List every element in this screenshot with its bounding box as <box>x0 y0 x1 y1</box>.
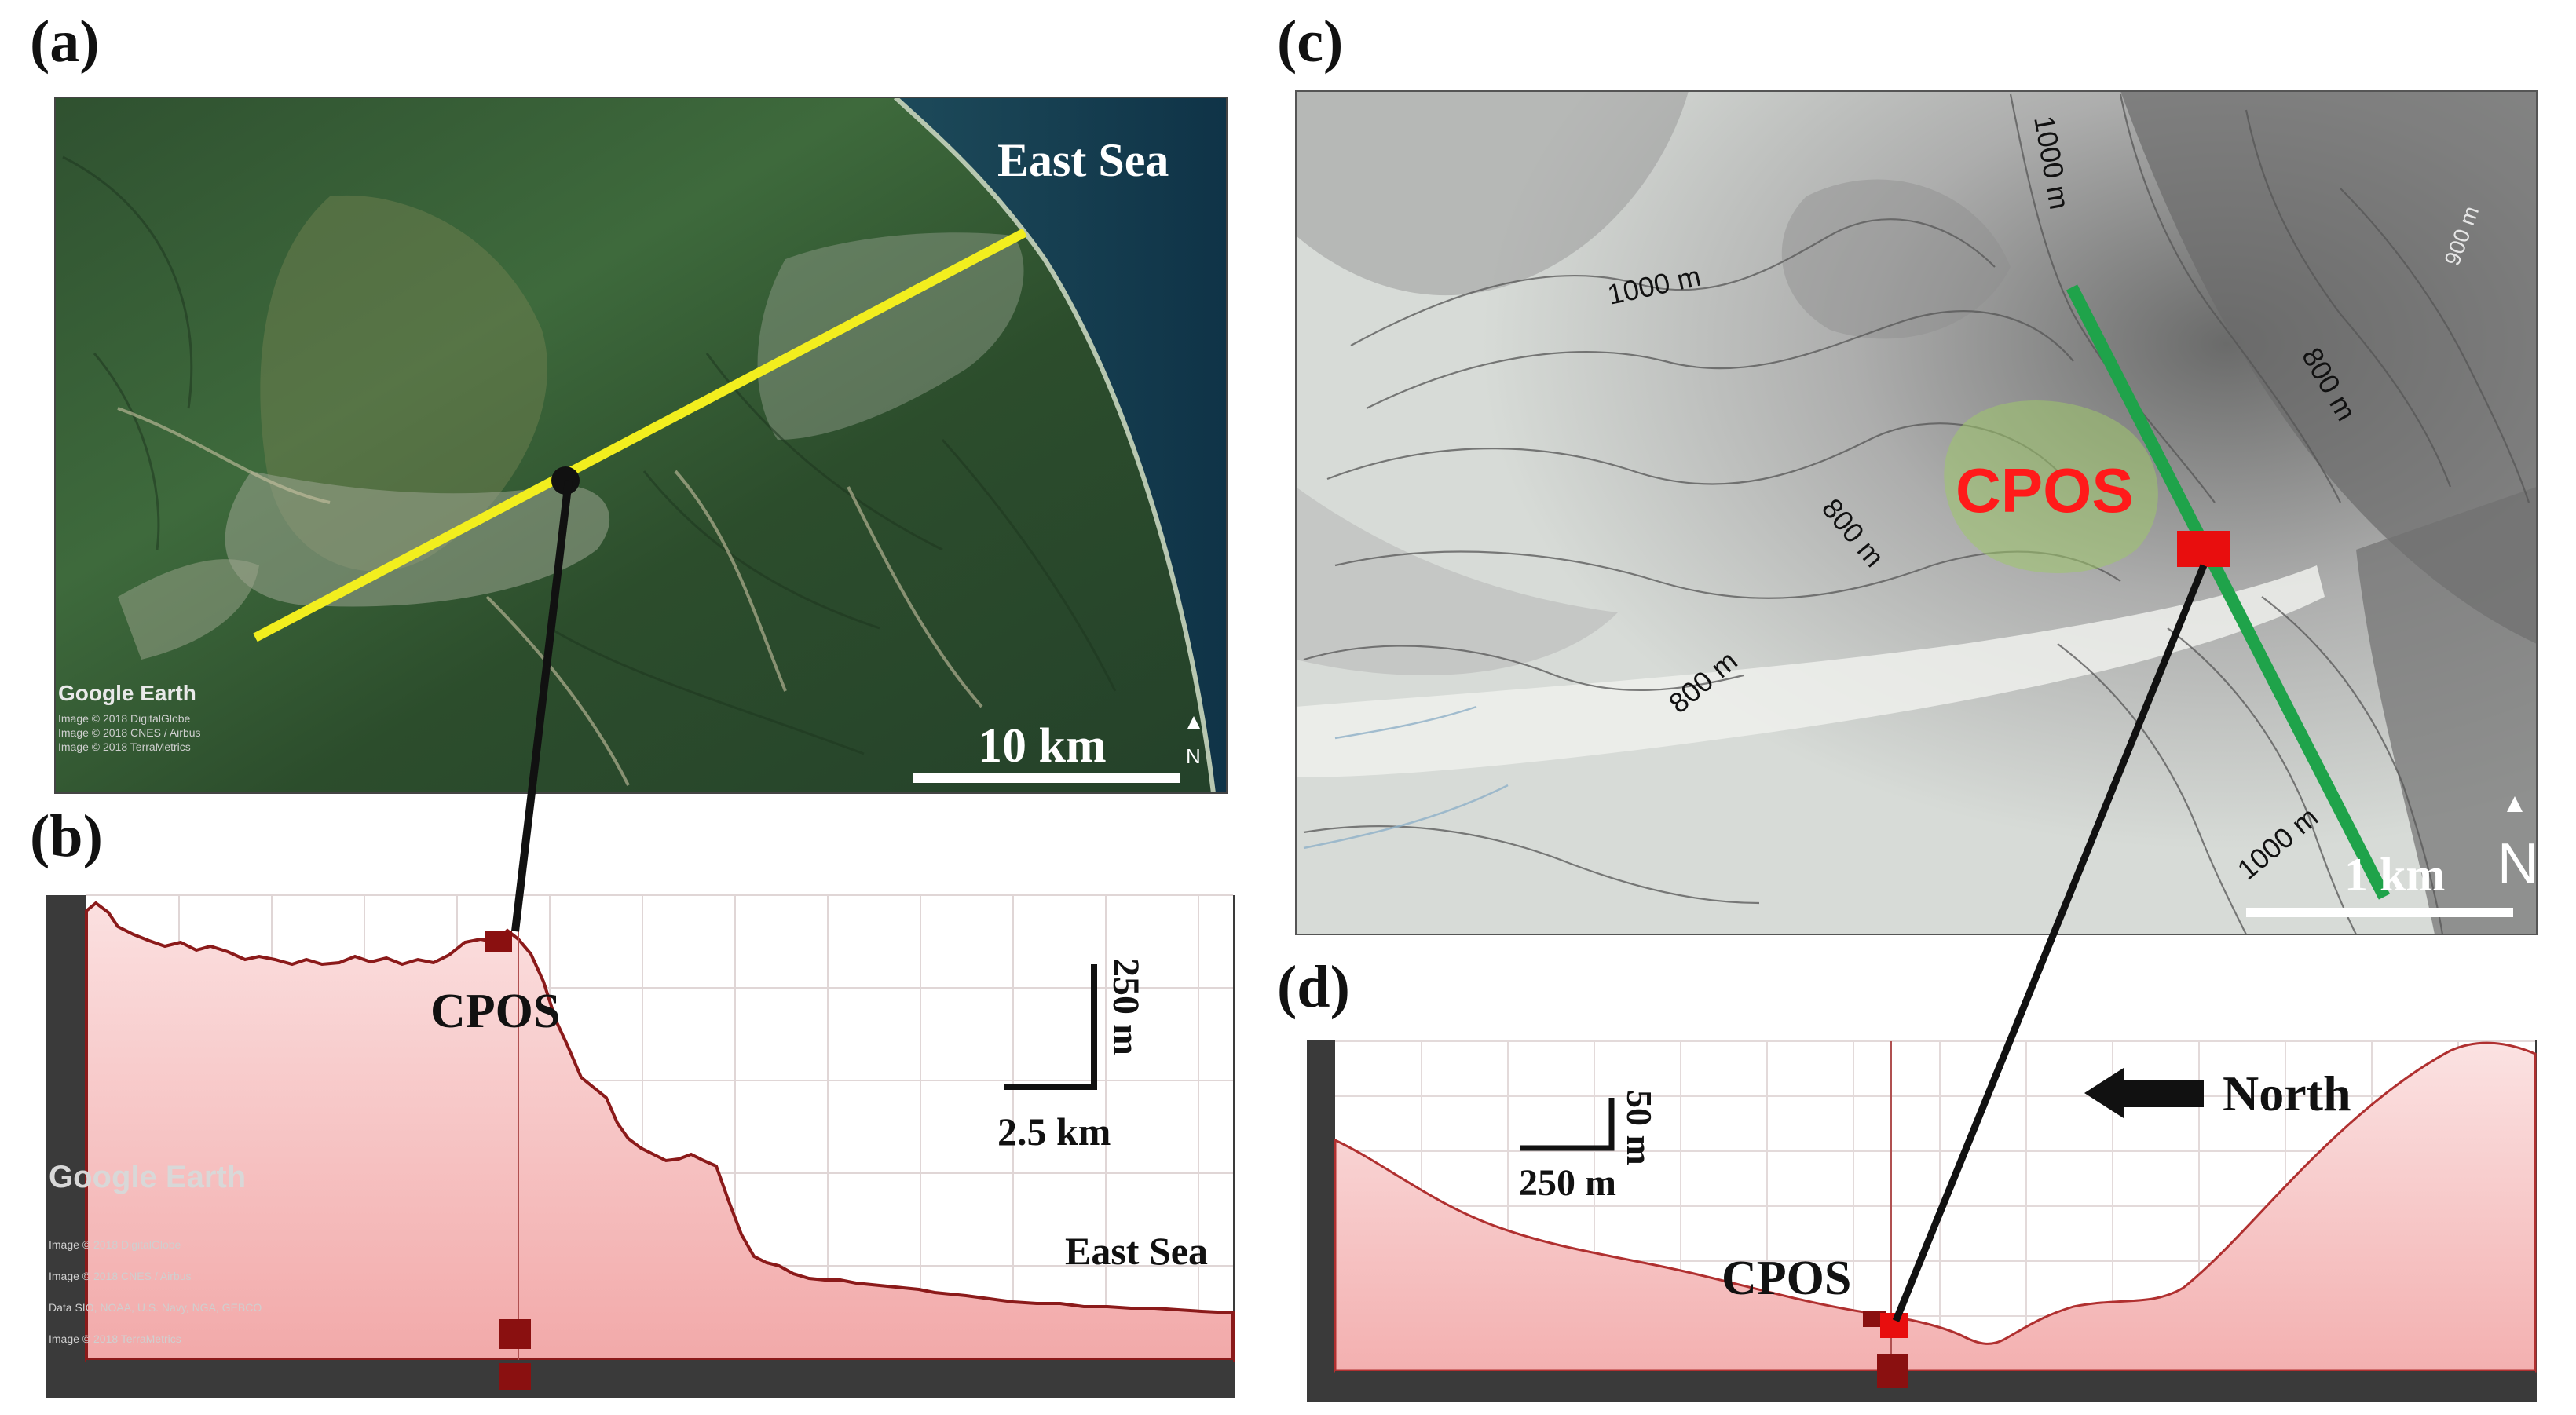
cpos-label-c: CPOS <box>1956 455 2134 525</box>
scale-label-a: 10 km <box>978 719 1107 773</box>
panel-a: (a) <box>30 9 1228 794</box>
cpos-area-c <box>1944 400 2158 573</box>
north-label-d: North <box>2223 1066 2351 1121</box>
panel-b-label: (b) <box>30 803 103 869</box>
east-sea-label-b: East Sea <box>1065 1229 1208 1273</box>
credit-line: Image © 2018 CNES / Airbus <box>49 1270 192 1282</box>
north-arrow-icon: N <box>1186 716 1201 768</box>
panel-b: (b) <box>30 803 1235 1398</box>
scale-bar-d <box>1520 1098 1615 1151</box>
north-arrow-icon <box>2084 1068 2204 1118</box>
panel-d: (d) CPOS <box>1277 954 2537 1402</box>
panel-d-label: (d) <box>1277 954 1350 1020</box>
connector-line-cd <box>1892 564 2208 1322</box>
google-earth-watermark-b: Google Earth <box>49 1160 246 1194</box>
cpos-label-b: CPOS <box>430 985 560 1038</box>
cpos-axis-marker-b <box>499 1319 531 1349</box>
cpos-marker-c <box>2177 531 2230 567</box>
panel-c: (c) <box>1277 9 2538 935</box>
panel-c-label: (c) <box>1277 9 1343 75</box>
elevation-profile-b <box>85 901 1235 1362</box>
scale-label-c: 1 km <box>2344 849 2445 901</box>
east-sea-label: East Sea <box>997 134 1169 186</box>
scale-bar-b <box>1004 964 1097 1090</box>
svg-text:N: N <box>1186 744 1201 768</box>
scale-bar-c <box>2246 908 2513 917</box>
scale-v-label-d: 50 m <box>1619 1090 1659 1165</box>
transect-line-a <box>253 228 1027 642</box>
cpos-axis-marker-d <box>1877 1354 1908 1388</box>
transect-line-c <box>2066 284 2391 900</box>
panel-a-label: (a) <box>30 9 100 75</box>
scale-bar-a <box>913 773 1180 783</box>
north-arrow-icon: N <box>2497 796 2538 895</box>
credit-line: Image © 2018 TerraMetrics <box>49 1333 181 1345</box>
scale-h-label-d: 250 m <box>1519 1162 1616 1204</box>
credit-line: Image © 2018 DigitalGlobe <box>49 1238 181 1251</box>
cpos-tooltip-b <box>485 931 512 952</box>
elevation-profile-d <box>1334 1041 2537 1373</box>
credit-line: Image © 2018 TerraMetrics <box>58 740 191 753</box>
connector-line-ab <box>511 480 573 932</box>
satellite-image: Google Earth Image © 2018 DigitalGlobe I… <box>55 97 1227 793</box>
credit-line: Data SIO, NOAA, U.S. Navy, NGA, GEBCO <box>49 1301 262 1314</box>
google-earth-watermark: Google Earth <box>58 681 196 705</box>
credit-line: Image © 2018 CNES / Airbus <box>58 726 201 739</box>
svg-text:N: N <box>2497 832 2538 895</box>
cpos-label-d: CPOS <box>1722 1252 1851 1305</box>
scale-h-label-b: 2.5 km <box>997 1110 1111 1154</box>
topographic-map: 1000 m 1000 m 800 m 800 m 800 m 1000 m 9… <box>1296 91 2537 934</box>
scale-v-label-b: 250 m <box>1105 958 1147 1055</box>
credit-line: Image © 2018 DigitalGlobe <box>58 712 191 725</box>
